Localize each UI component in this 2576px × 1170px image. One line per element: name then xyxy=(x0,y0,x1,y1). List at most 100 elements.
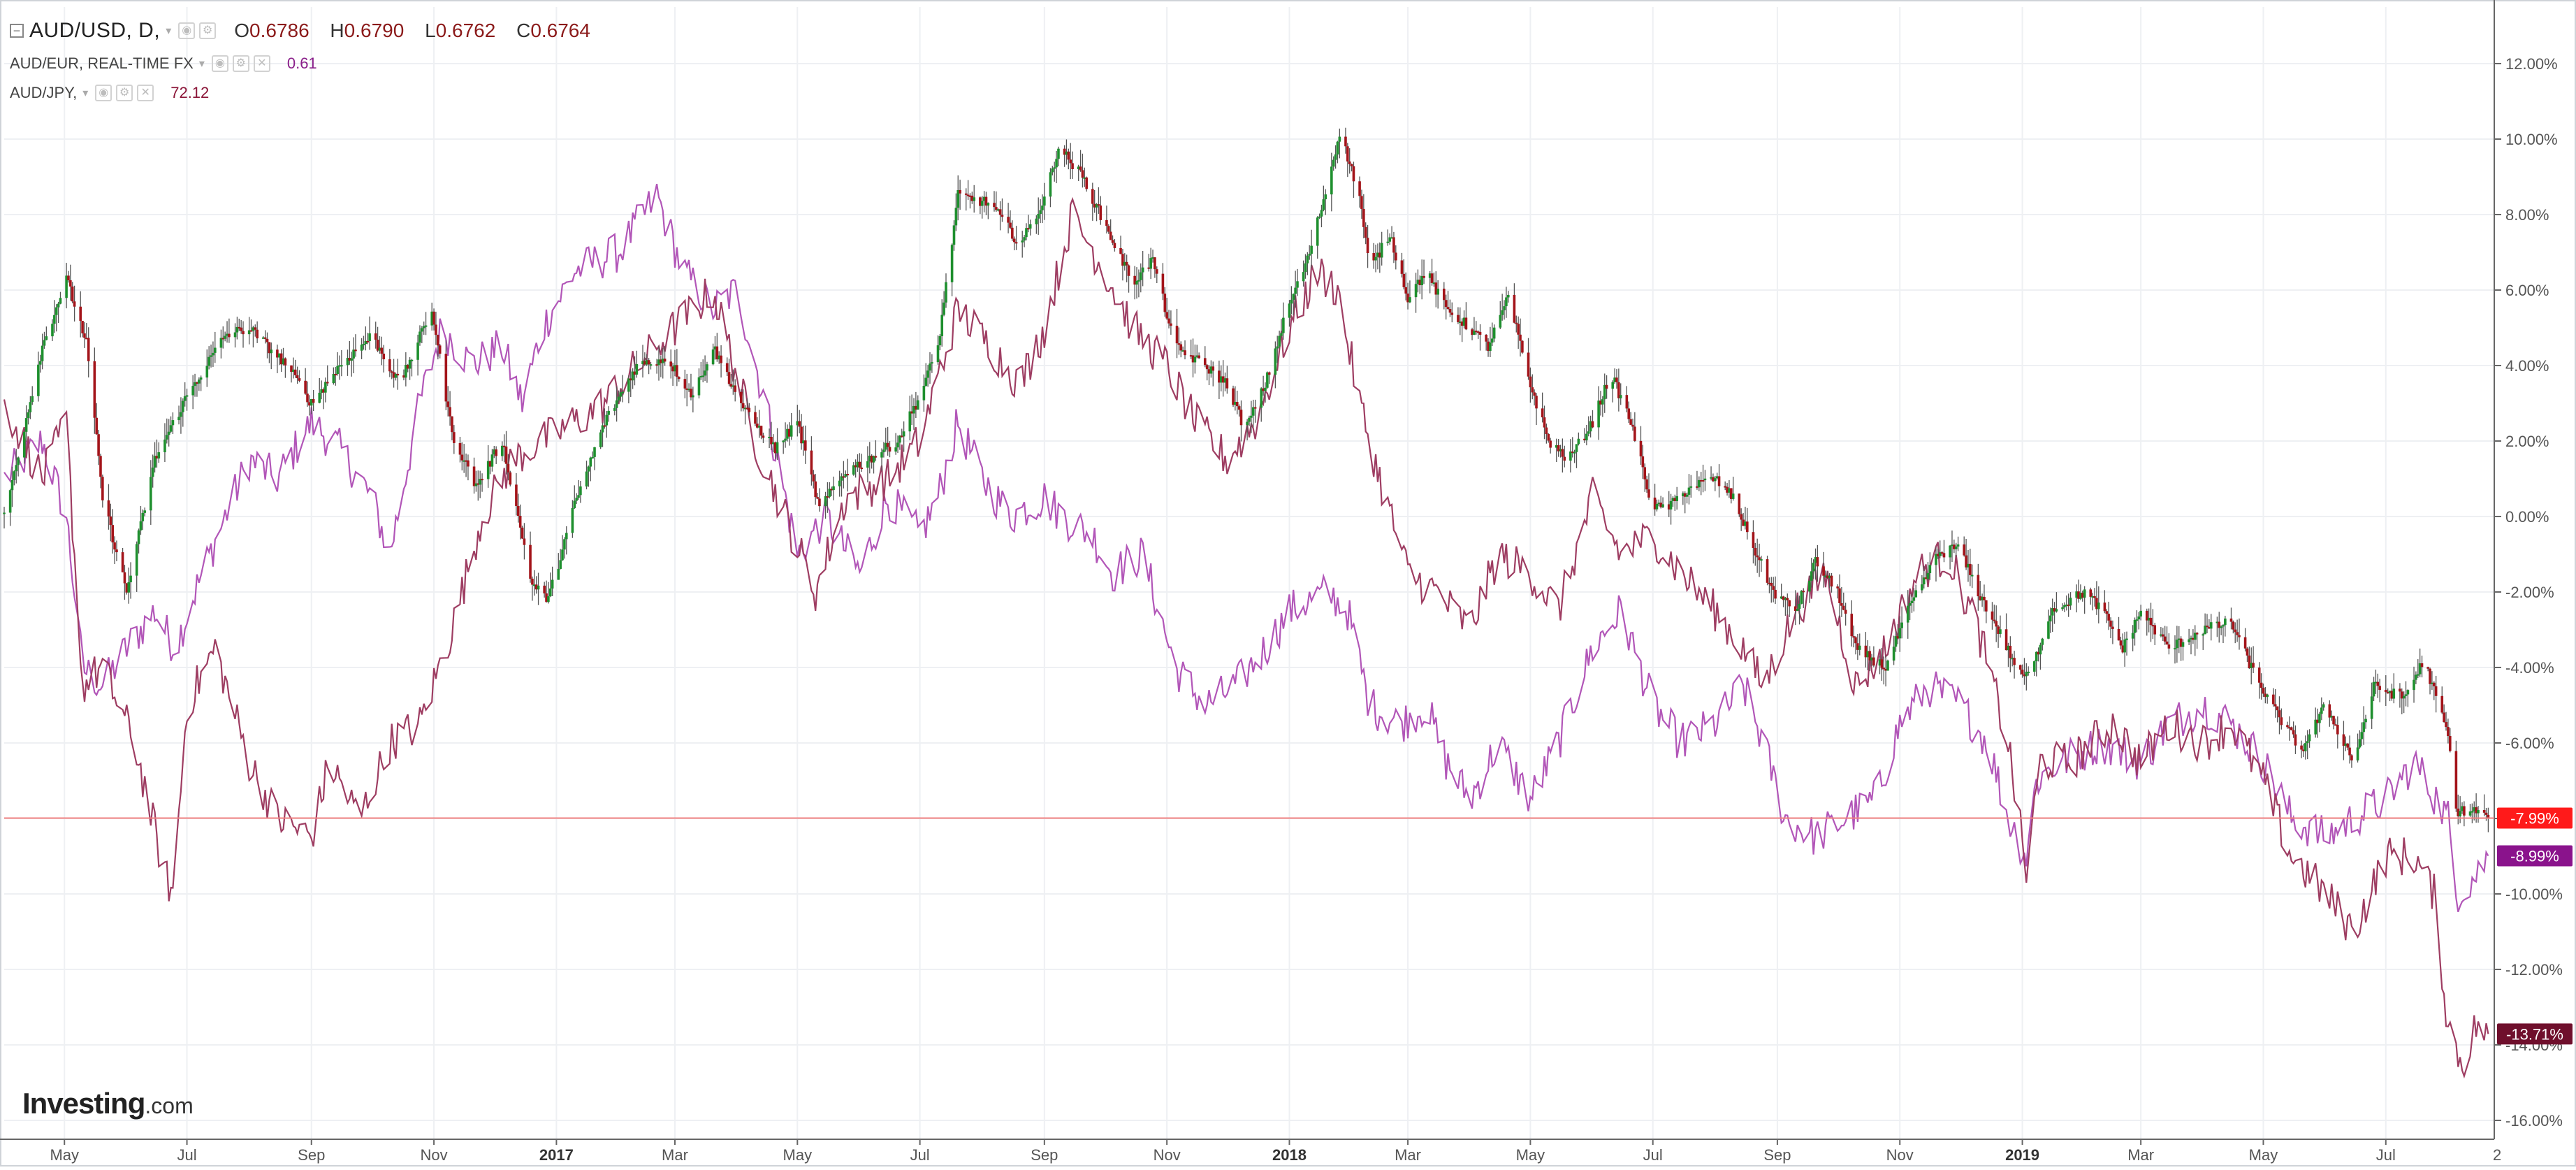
candle-body xyxy=(284,358,287,366)
candle-body xyxy=(1673,498,1677,501)
candle-body xyxy=(157,452,161,458)
candle-body xyxy=(1882,667,1886,670)
close-icon[interactable]: ✕ xyxy=(137,85,154,101)
candle-body xyxy=(1951,544,1953,547)
candle-body xyxy=(2336,725,2339,735)
candle-body xyxy=(1348,161,1351,164)
candle-body xyxy=(71,286,74,302)
candle-body xyxy=(796,421,799,426)
chevron-down-icon[interactable]: ▾ xyxy=(166,25,172,37)
candle-body xyxy=(987,203,990,206)
candle-body xyxy=(382,353,386,360)
candle-body xyxy=(571,507,574,533)
candle-body xyxy=(1573,452,1576,454)
candle-body xyxy=(2475,807,2477,814)
candle-body xyxy=(277,353,281,358)
candle-body xyxy=(1322,199,1325,210)
eye-icon[interactable]: ◉ xyxy=(95,85,112,101)
candle-body xyxy=(804,440,807,451)
x-tick-label: 2019 xyxy=(2005,1146,2039,1164)
candle-body xyxy=(1338,136,1341,142)
close-icon[interactable]: ✕ xyxy=(253,55,270,72)
candle-body xyxy=(362,344,365,346)
candle-body xyxy=(1280,333,1283,336)
candle-body xyxy=(940,315,944,336)
chevron-down-icon[interactable]: ▾ xyxy=(198,58,205,70)
candle-body xyxy=(1179,344,1183,351)
candle-body xyxy=(95,417,99,435)
candle-body xyxy=(762,435,765,438)
candle-body xyxy=(2181,642,2185,647)
candle-body xyxy=(1071,163,1074,170)
candle-body xyxy=(1563,456,1566,461)
candle-body xyxy=(143,510,146,513)
candle-body xyxy=(1139,272,1142,280)
candle-body xyxy=(613,407,616,411)
candle-body xyxy=(57,303,60,308)
price-badge-label: -13.71% xyxy=(2506,1025,2563,1043)
candle-body xyxy=(1205,365,1209,370)
candle-body xyxy=(318,392,321,403)
candle-body xyxy=(208,356,210,366)
candle-body xyxy=(663,359,667,362)
main-symbol-label[interactable]: AUD/USD, D, xyxy=(29,19,161,42)
gear-icon[interactable]: ⚙ xyxy=(232,55,249,72)
candle-body xyxy=(1099,205,1103,220)
candle-body xyxy=(2314,719,2317,735)
candle-body xyxy=(838,480,841,486)
chevron-down-icon[interactable]: ▾ xyxy=(82,87,89,99)
jpy-symbol-label[interactable]: AUD/JPY, xyxy=(10,84,78,101)
candle-body xyxy=(2459,811,2461,817)
candle-body xyxy=(1519,334,1522,341)
collapse-legend-icon[interactable]: − xyxy=(10,24,24,38)
candle-body xyxy=(1067,151,1070,160)
candle-body xyxy=(577,495,580,498)
candle-body xyxy=(1754,547,1757,556)
candle-body xyxy=(1304,263,1307,273)
candle-body xyxy=(945,282,947,303)
candle-body xyxy=(1400,260,1404,274)
candle-body xyxy=(772,442,775,445)
candle-body xyxy=(111,525,115,543)
candle-body xyxy=(743,407,747,410)
candle-body xyxy=(153,456,157,468)
candle-body xyxy=(1724,486,1726,488)
candle-body xyxy=(866,461,869,468)
candle-body xyxy=(292,369,295,372)
candle-body xyxy=(1912,597,1916,601)
candle-body xyxy=(1292,294,1295,300)
candle-body xyxy=(826,496,829,498)
candle-body xyxy=(830,489,833,491)
candle-body xyxy=(1728,488,1731,493)
candle-body xyxy=(1362,208,1365,227)
candle-body xyxy=(1069,159,1072,164)
candle-body xyxy=(388,359,391,372)
eur-symbol-label[interactable]: AUD/EUR, REAL-TIME FX xyxy=(10,55,194,72)
candle-body xyxy=(1858,645,1861,650)
candle-body xyxy=(2119,640,2123,646)
candle-body xyxy=(2308,734,2311,742)
candle-body xyxy=(1444,300,1448,308)
candle-body xyxy=(1105,219,1108,226)
candle-body xyxy=(210,355,212,357)
candle-body xyxy=(219,338,223,348)
gear-icon[interactable]: ⚙ xyxy=(199,22,217,39)
candle-body xyxy=(2415,674,2417,680)
candle-body xyxy=(1402,273,1406,287)
candle-body xyxy=(1667,504,1671,510)
eye-icon[interactable]: ◉ xyxy=(178,22,196,39)
candle-body xyxy=(2193,633,2197,640)
candle-body xyxy=(1979,596,1982,601)
candle-body xyxy=(1993,619,1996,621)
eye-icon[interactable]: ◉ xyxy=(211,55,228,72)
candle-body xyxy=(2149,617,2153,626)
candle-body xyxy=(1392,237,1395,253)
candle-body xyxy=(984,196,988,206)
candle-body xyxy=(2151,625,2155,627)
candle-body xyxy=(1358,181,1361,196)
x-tick-label: Sep xyxy=(1763,1146,1791,1164)
candle-body xyxy=(1442,289,1446,301)
gear-icon[interactable]: ⚙ xyxy=(116,85,133,101)
